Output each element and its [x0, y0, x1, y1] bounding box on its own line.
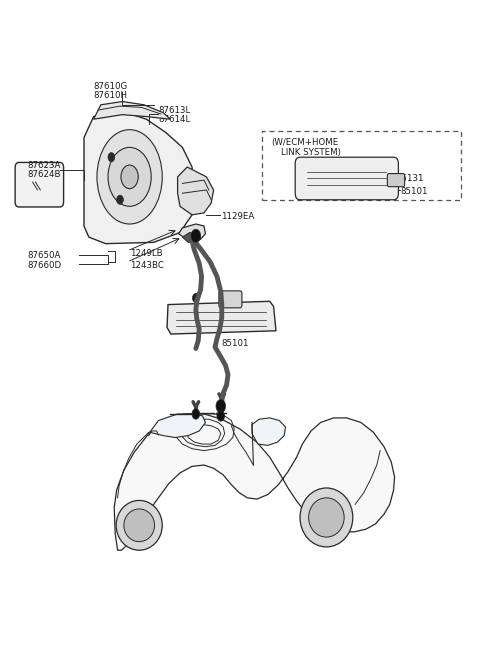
Text: 85131: 85131 [396, 174, 423, 183]
Polygon shape [178, 167, 214, 215]
Ellipse shape [309, 498, 344, 537]
Text: 87624B: 87624B [28, 170, 61, 179]
Circle shape [192, 409, 200, 419]
Circle shape [117, 195, 123, 204]
Polygon shape [94, 102, 170, 119]
FancyBboxPatch shape [219, 291, 242, 308]
FancyBboxPatch shape [387, 174, 405, 187]
Text: 1249LB: 1249LB [130, 249, 162, 258]
Polygon shape [179, 224, 205, 241]
Circle shape [217, 411, 225, 421]
Bar [262, 131, 461, 200]
Ellipse shape [116, 500, 162, 550]
Ellipse shape [300, 488, 353, 547]
Text: 1129EA: 1129EA [221, 212, 254, 221]
Polygon shape [84, 111, 194, 244]
Ellipse shape [97, 130, 162, 224]
Text: LINK SYSTEM): LINK SYSTEM) [281, 148, 341, 157]
FancyBboxPatch shape [295, 157, 398, 200]
Polygon shape [114, 414, 395, 550]
Circle shape [108, 153, 115, 162]
FancyBboxPatch shape [15, 162, 63, 207]
Text: 87650A: 87650A [28, 251, 61, 260]
Circle shape [192, 293, 199, 303]
Polygon shape [182, 233, 201, 242]
Circle shape [191, 229, 201, 242]
Text: 87610H: 87610H [94, 91, 128, 100]
Circle shape [216, 400, 226, 413]
Text: 87610G: 87610G [94, 82, 128, 91]
Circle shape [121, 165, 138, 189]
Text: 87660D: 87660D [28, 261, 62, 270]
Text: 87614L: 87614L [158, 115, 191, 124]
Polygon shape [150, 414, 205, 438]
Text: 87623A: 87623A [28, 160, 61, 170]
Text: 1243BC: 1243BC [130, 261, 164, 270]
Text: 87613L: 87613L [158, 105, 191, 115]
Ellipse shape [124, 509, 155, 542]
Text: 85101: 85101 [401, 187, 428, 196]
Text: 85101: 85101 [221, 339, 249, 348]
Polygon shape [252, 418, 286, 445]
Circle shape [108, 147, 151, 206]
Text: (W/ECM+HOME: (W/ECM+HOME [271, 138, 338, 147]
Polygon shape [167, 301, 276, 334]
